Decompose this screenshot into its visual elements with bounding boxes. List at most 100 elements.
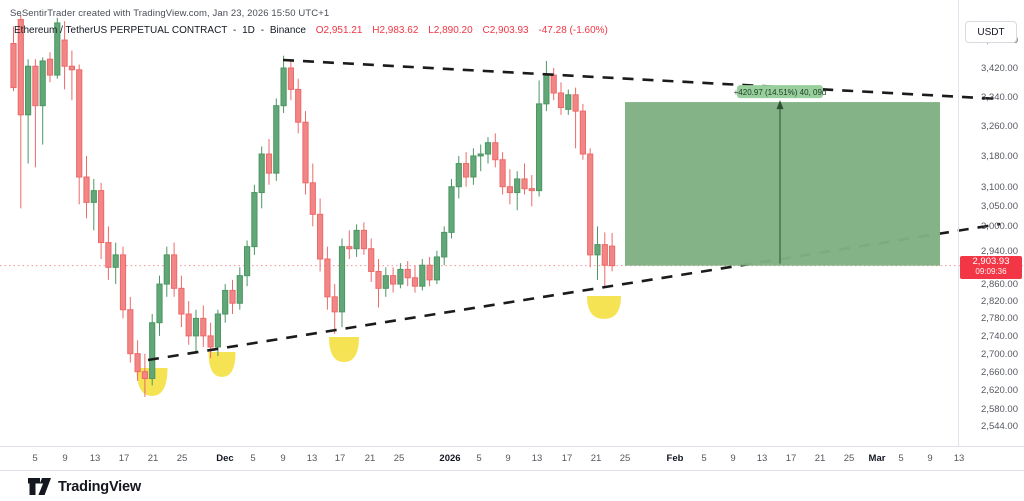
candle-body [200,317,207,337]
candle-body [17,19,24,116]
price-tick: 3,180.00 [981,150,1018,162]
candle-body [76,69,83,178]
candle-body [587,153,594,256]
currency-toggle-button[interactable]: USDT [965,21,1017,43]
ohlc-close: C2,903.93 [482,25,529,36]
tradingview-logo-text: TradingView [58,478,141,495]
time-tick: 9 [505,453,511,464]
time-tick: 9 [280,453,286,464]
price-tick: 2,940.00 [981,245,1018,257]
candle-body [331,296,338,313]
interval-label[interactable]: 1D [242,25,255,36]
bar-countdown: 09:09:36 [975,266,1007,276]
candle-body [273,105,280,174]
time-tick: 13 [306,453,318,464]
ohlc-change: -47.28 (-1.60%) [538,25,608,36]
tradingview-logo[interactable]: TradingView [28,478,141,495]
price-tick: 2,740.00 [981,330,1018,342]
time-tick: 21 [814,453,826,464]
time-tick: 21 [147,453,159,464]
candle-body [141,371,149,380]
candle-body [411,277,419,287]
candle-body [68,65,76,71]
candle-body [302,121,309,184]
candle-body [528,188,535,192]
candle-body [543,74,550,105]
candle-body [338,246,346,313]
time-axis[interactable]: 5 9 13 17 21 25 Dec 5 9 13 17 21 25 2026 5 9 13 17 21 25 Feb… [0,446,1024,471]
cycle-low-marker[interactable] [329,337,359,362]
candle-body [426,264,433,281]
exchange-label: Binance [269,25,306,36]
last-price-badge[interactable]: 2,903.93 09:09:36 [960,255,1022,279]
time-tick-major: Dec [216,453,234,464]
candle-body [455,163,462,188]
price-tick: 3,260.00 [981,120,1018,132]
candle-body [156,283,163,324]
price-tick: 3,420.00 [981,63,1018,74]
projection-arrowhead [776,100,784,110]
time-tick: 25 [176,453,188,464]
candle-body [441,231,448,258]
price-tick: 2,860.00 [981,279,1018,291]
candle-body [375,270,382,289]
candle-body [433,256,440,281]
candle-body [119,254,127,311]
symbol-title[interactable]: Ethereum / TetherUS PERPETUAL CONTRACT [14,25,228,36]
range-label-bg[interactable] [737,85,823,99]
candle-body [222,289,229,315]
price-tick: 2,780.00 [981,313,1018,325]
candle-body [550,74,557,94]
ohlc-open: O2,951.21 [315,25,363,36]
time-tick: 21 [364,453,376,464]
candle-body [192,317,200,337]
time-tick: 5 [701,453,707,464]
candle-body [499,159,506,188]
candle-body [54,22,61,76]
candle-body [207,335,214,348]
cycle-low-marker[interactable] [208,352,236,377]
symbol-legend[interactable]: Ethereum / TetherUS PERPETUAL CONTRACT -… [14,25,608,36]
time-tick: 9 [927,453,933,464]
candle-body [98,190,105,244]
projection-box[interactable] [625,102,940,266]
candle-body [470,155,477,178]
candle-body [572,94,579,112]
candle-body [185,313,192,337]
candle-body [390,275,397,285]
candle-body [309,182,316,215]
candle-body [105,242,112,268]
candle-body [287,67,294,90]
candle-body [324,258,331,298]
candle-body [397,268,404,285]
footer-bar: TradingView [0,470,1024,501]
candle-body [10,43,17,89]
cycle-low-marker[interactable] [587,296,621,319]
candle-body [557,92,565,109]
candle-body [112,254,119,268]
time-tick: 17 [785,453,797,464]
candle-body [353,229,360,250]
candle-body [601,244,608,266]
price-axis[interactable]: USDT 2,903.93 09:09:36 3,500.003,420.003… [958,0,1024,446]
candle-body [360,229,367,250]
candle-body [32,65,39,107]
price-chart-canvas[interactable]: +420.97 (14.51%) 40, 09d [0,0,1024,446]
time-tick-major: 2026 [439,453,461,464]
time-tick: 17 [118,453,130,464]
candle-body [295,88,302,123]
candle-body [127,309,134,355]
trendline-lower[interactable] [147,222,1001,362]
candle-body [251,192,258,248]
watermark-attribution: SeSentirTrader created with TradingView.… [10,8,330,19]
candle-body [506,186,513,194]
candle-body [61,39,68,67]
time-tick: 25 [619,453,631,464]
time-tick: 13 [953,453,965,464]
trendline-upper[interactable] [282,58,1001,101]
time-tick: 5 [898,453,904,464]
legend-separator: - [260,25,265,36]
candle-body [244,246,251,277]
candle-body [521,178,528,190]
